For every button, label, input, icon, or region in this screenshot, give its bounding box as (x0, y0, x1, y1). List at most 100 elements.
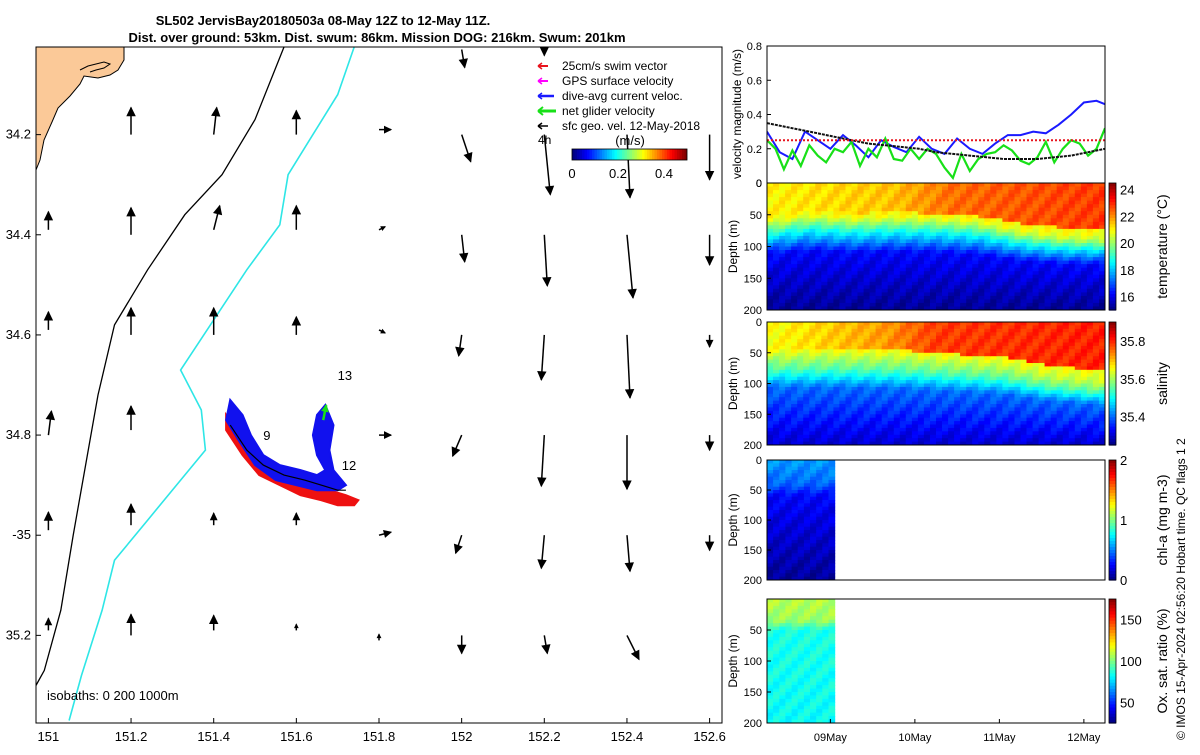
section-cell-temperature (960, 204, 967, 208)
section-cell-temperature (797, 211, 804, 215)
section-cell-temperature (990, 299, 997, 303)
section-cell-temperature (936, 239, 943, 243)
section-colorbar-tick-temperature-2: 20 (1120, 236, 1134, 251)
section-cell-temperature (888, 289, 895, 293)
section-cell-temperature (930, 222, 937, 226)
section-cell-temperature (1027, 229, 1034, 233)
section-cell-temperature (942, 243, 949, 247)
section-cell-salinity (996, 394, 1003, 398)
section-cell-salinity (1087, 332, 1094, 336)
section-cell-temperature (930, 194, 937, 198)
section-cell-temperature (1002, 271, 1009, 275)
section-cell-salinity (773, 390, 780, 394)
section-cell-temperature (779, 254, 786, 258)
section-cell-salinity (1051, 373, 1058, 377)
section-cell-temperature (767, 222, 774, 226)
section-cell-temperature (900, 271, 907, 275)
section-cell-temperature (1057, 211, 1064, 215)
section-cell-temperature (870, 187, 877, 191)
section-cells-chla (767, 460, 835, 581)
section-cell-temperature (1039, 232, 1046, 236)
section-cell-salinity (1027, 332, 1034, 336)
section-cell-temperature (1075, 282, 1082, 286)
section-cell-temperature (858, 303, 865, 307)
section-cell-chla (785, 493, 792, 497)
section-cell-salinity (996, 431, 1003, 435)
section-cell-temperature (809, 247, 816, 251)
section-cell-temperature (960, 250, 967, 254)
section-cell-salinity (954, 411, 961, 415)
section-cell-chla (779, 473, 786, 477)
section-cell-temperature (1087, 225, 1094, 229)
section-cell-temperature (1027, 187, 1034, 191)
section-cell-temperature (858, 243, 865, 247)
section-cell-salinity (972, 411, 979, 415)
section-cell-temperature (888, 254, 895, 258)
figure-title-line1: SL502 JervisBay20180503a 08-May 12Z to 1… (156, 13, 491, 28)
section-cell-temperature (1069, 204, 1076, 208)
section-cell-temperature (1093, 243, 1100, 247)
section-cell-temperature (767, 197, 774, 201)
section-cell-temperature (936, 257, 943, 261)
section-cell-salinity (1015, 332, 1022, 336)
section-cell-temperature (1015, 278, 1022, 282)
section-cell-chla (773, 553, 780, 557)
section-cell-temperature (1075, 243, 1082, 247)
section-cell-temperature (888, 197, 895, 201)
section-cell-temperature (906, 264, 913, 268)
section-cell-temperature (852, 278, 859, 282)
section-cell-temperature (936, 254, 943, 258)
map-xtick-label-6: 152.2 (528, 729, 561, 744)
section-cell-salinity (876, 431, 883, 435)
section-cell-temperature (1081, 303, 1088, 307)
section-cell-salinity (966, 431, 973, 435)
section-cell-temperature (1063, 208, 1070, 212)
section-cell-chla (829, 513, 836, 517)
section-cell-temperature (1015, 218, 1022, 222)
section-cell-temperature (1087, 264, 1094, 268)
map-colorbar-cell-28 (642, 149, 645, 160)
section-cell-temperature (888, 229, 895, 233)
section-cell-salinity (948, 349, 955, 353)
section-cell-temperature (888, 208, 895, 212)
section-cell-chla (785, 483, 792, 487)
section-cell-salinity (839, 349, 846, 353)
section-cell-temperature (966, 299, 973, 303)
section-cell-temperature (984, 250, 991, 254)
map-xtick-label-5: 152 (451, 729, 473, 744)
section-cell-temperature (912, 204, 919, 208)
section-cell-temperature (1033, 264, 1040, 268)
section-cell-temperature (785, 285, 792, 289)
section-cell-chla (767, 523, 774, 527)
section-cell-temperature (1015, 285, 1022, 289)
section-cell-chla (804, 563, 811, 567)
section-colorbar-tick-salinity-2: 35.8 (1120, 334, 1145, 349)
section-cell-temperature (948, 190, 955, 194)
section-cell-salinity (1087, 390, 1094, 394)
section-cells-salinity (767, 322, 1106, 446)
section-cell-salinity (827, 394, 834, 398)
section-cell-salinity (990, 370, 997, 374)
section-cell-temperature (1069, 236, 1076, 240)
section-cell-salinity (1081, 431, 1088, 435)
section-cell-temperature (978, 211, 985, 215)
section-cell-temperature (900, 278, 907, 282)
section-cell-temperature (815, 303, 822, 307)
section-cell-salinity (1015, 414, 1022, 418)
section-cell-temperature (972, 278, 979, 282)
section-cell-temperature (942, 236, 949, 240)
section-cell-temperature (978, 268, 985, 272)
map-ytick-label-3: 34.8 (6, 427, 31, 442)
section-cell-temperature (1051, 247, 1058, 251)
section-cell-temperature (996, 268, 1003, 272)
section-cell-chla (779, 563, 786, 567)
section-cell-temperature (888, 247, 895, 251)
section-cell-temperature (870, 229, 877, 233)
section-cell-temperature (1051, 208, 1058, 212)
section-cell-temperature (882, 257, 889, 261)
section-cell-temperature (960, 299, 967, 303)
section-cell-temperature (839, 296, 846, 300)
section-cell-temperature (785, 194, 792, 198)
section-cell-temperature (1002, 222, 1009, 226)
section-cell-temperature (1008, 250, 1015, 254)
